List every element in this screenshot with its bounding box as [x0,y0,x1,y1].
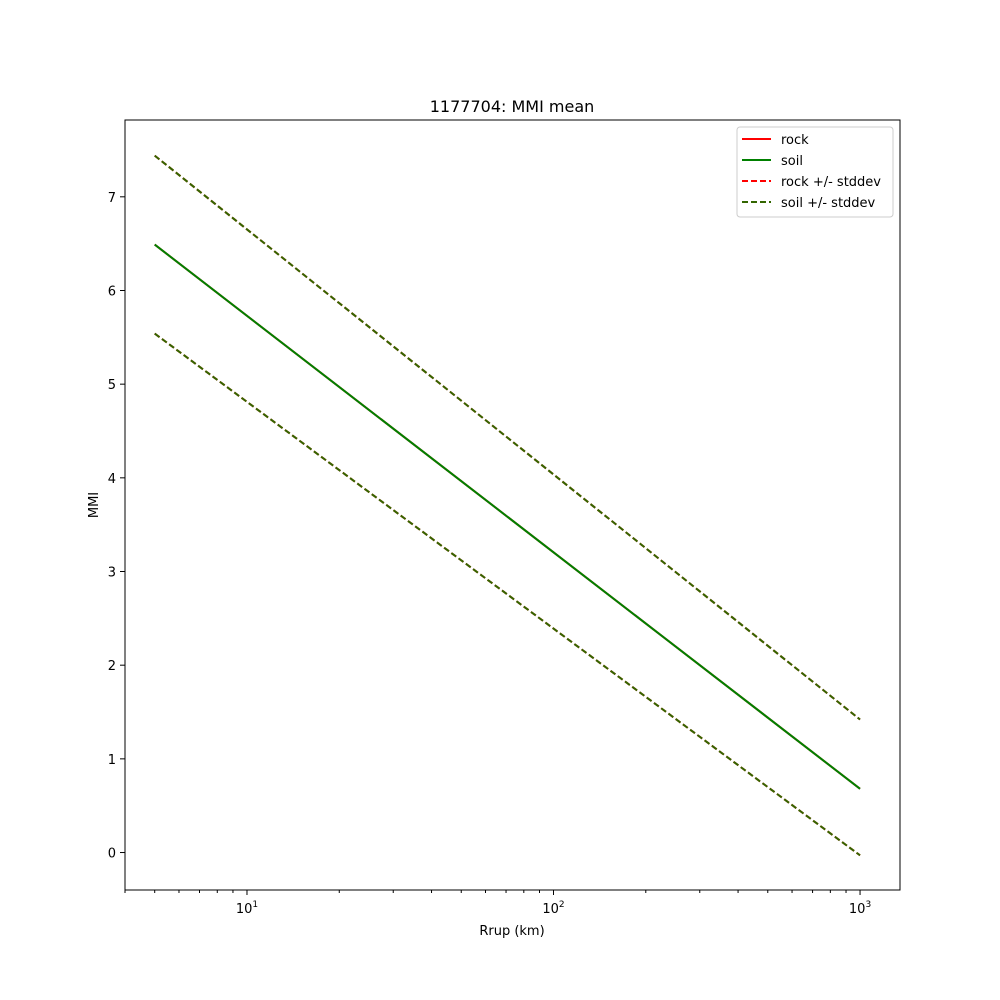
x-tick-label: 101 [236,900,258,917]
plot-area [154,154,861,857]
y-tick-label: 3 [108,566,116,581]
y-tick-label: 0 [108,847,116,862]
y-tick-label: 5 [108,378,116,393]
series-line-soil-1 [154,243,861,790]
y-tick-label: 2 [108,659,116,674]
y-axis: 0 1 2 3 4 5 6 7 [108,191,125,862]
legend-label: rock [781,133,809,148]
chart-title: 1177704: MMI mean [430,97,595,116]
series-line-soil-stddev-4 [154,154,861,721]
legend-label: soil [781,154,803,169]
series-line-soil-stddev-5 [154,332,861,857]
x-axis: 101 102 103 [124,890,871,917]
x-axis-label: Rrup (km) [479,924,544,939]
y-tick-label: 7 [108,191,116,206]
y-tick-label: 6 [108,284,116,299]
x-tick-label: 103 [849,900,871,917]
legend: rock soil rock +/- stddev soil +/- stddev [736,126,894,218]
y-tick-label: 1 [108,753,116,768]
legend-label: rock +/- stddev [781,175,881,190]
axes-frame [124,119,901,891]
y-tick-label: 4 [108,472,116,487]
x-tick-label: 102 [542,900,564,917]
legend-box [736,126,894,218]
legend-label: soil +/- stddev [781,196,876,211]
y-axis-label: MMI [87,492,102,518]
